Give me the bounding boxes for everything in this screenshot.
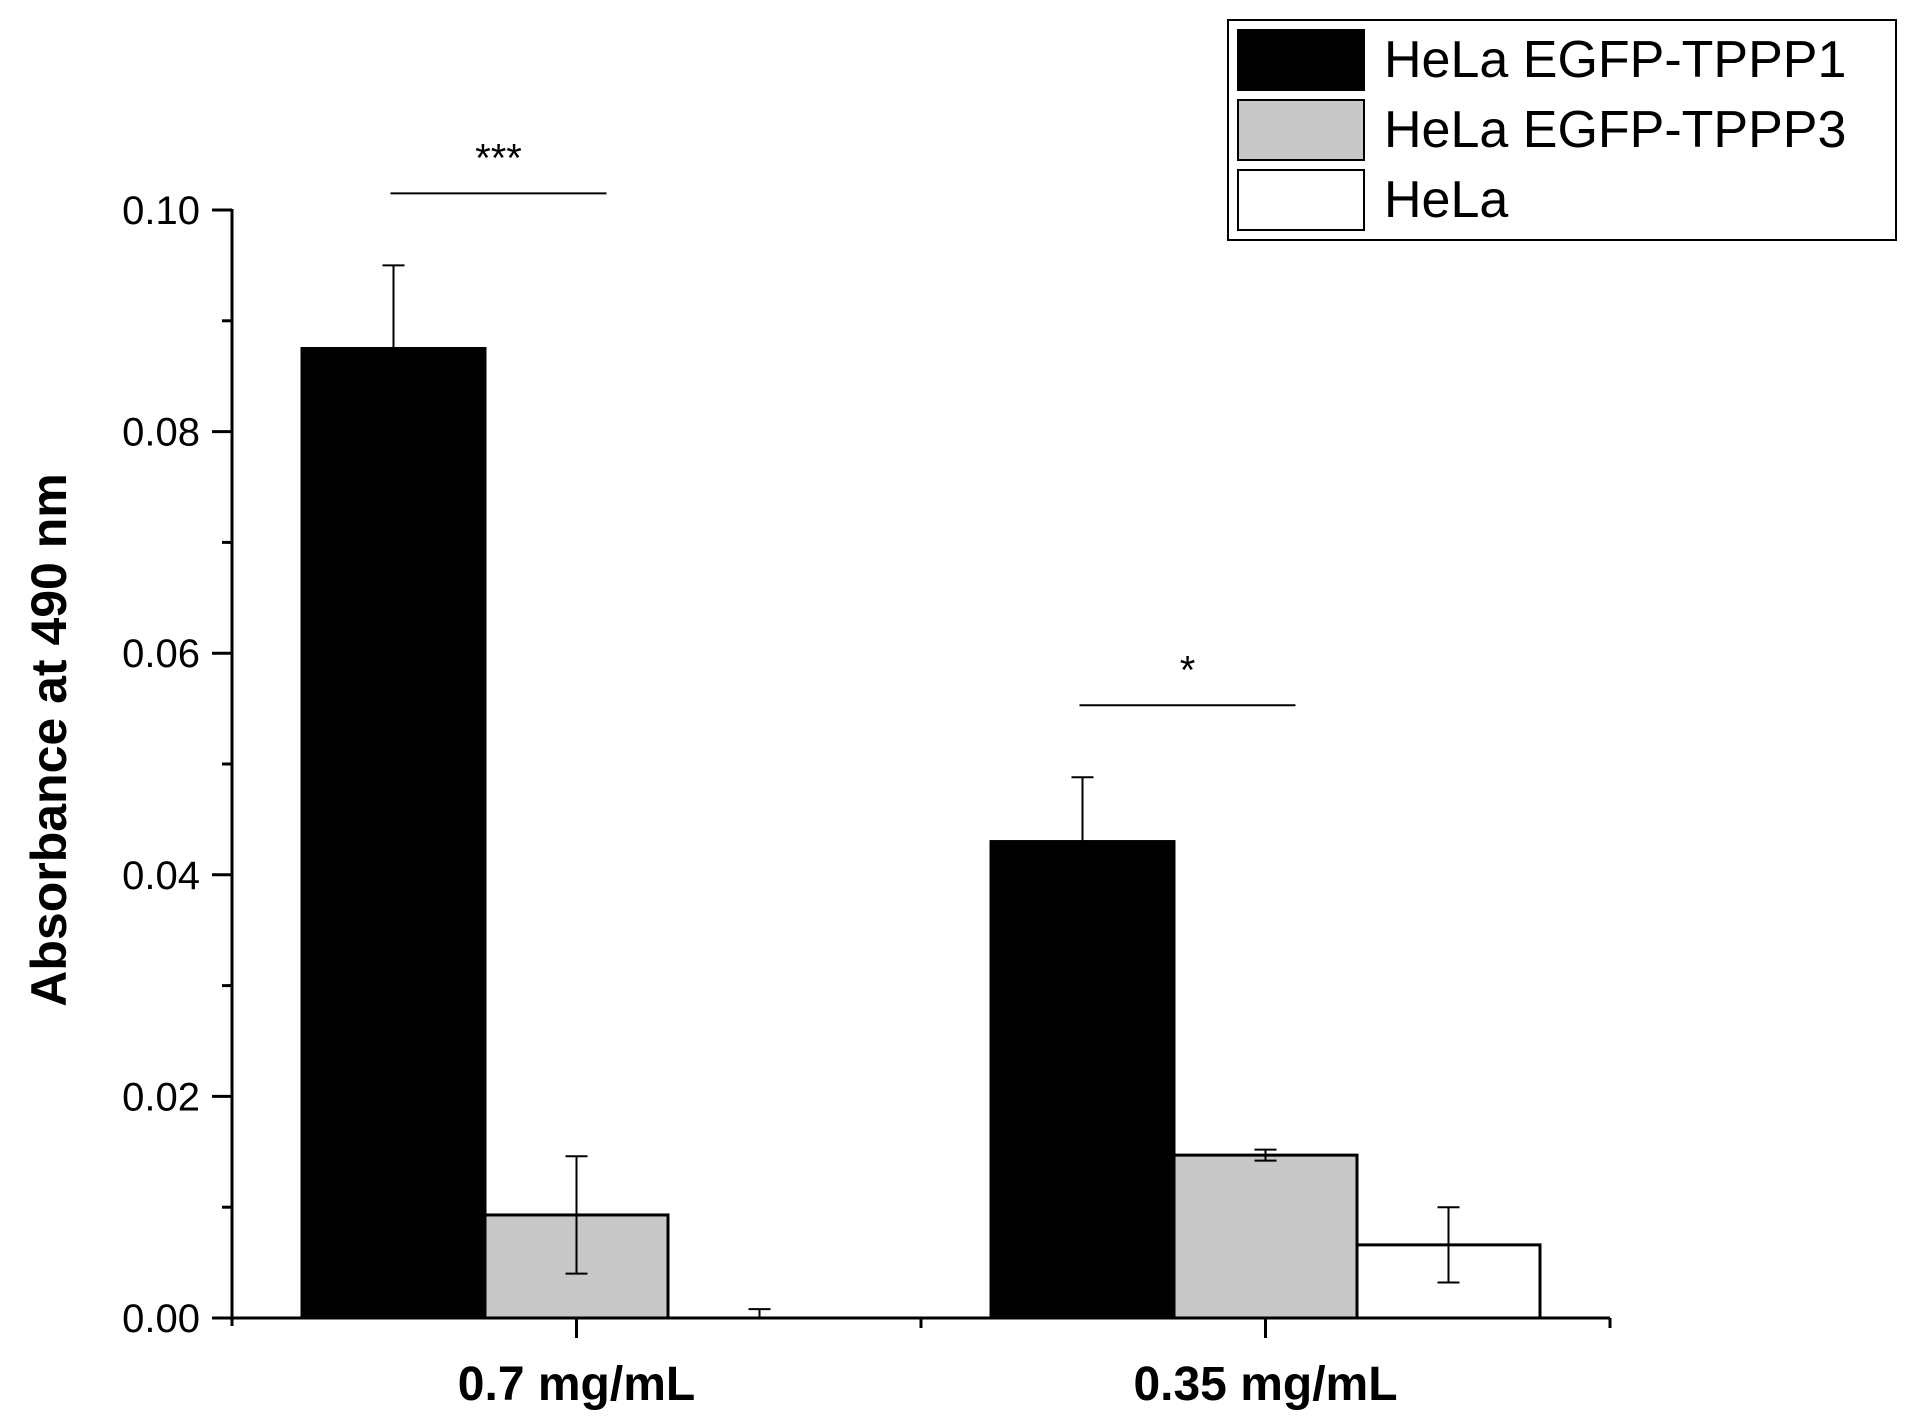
legend-swatch-tppp3 (1237, 99, 1365, 161)
y-tick-label: 0.04 (122, 854, 200, 898)
y-tick-label: 0.08 (122, 411, 200, 455)
y-axis-title: Absorbance at 490 nm (21, 473, 77, 1007)
bar (300, 347, 487, 1320)
y-tick-label: 0.06 (122, 632, 200, 676)
y-tick-label: 0.10 (122, 189, 200, 233)
y-tick-label: 0.00 (122, 1297, 200, 1341)
y-tick-label: 0.02 (122, 1075, 200, 1119)
legend-swatch-hela (1237, 169, 1365, 231)
significance-annotations: **** (390, 136, 1296, 707)
legend: HeLa EGFP-TPPP1 HeLa EGFP-TPPP3 HeLa (1227, 19, 1897, 241)
bars (300, 347, 1542, 1320)
legend-swatch-tppp1 (1237, 29, 1365, 91)
x-category-label: 0.7 mg/mL (458, 1358, 695, 1411)
x-ticks: 0.7 mg/mL 0.35 mg/mL (458, 1318, 1612, 1411)
y-ticks: 0.00 0.02 0.04 0.06 0.08 0.10 (122, 189, 232, 1341)
significance-marker: *** (475, 136, 522, 180)
x-category-label: 0.35 mg/mL (1133, 1358, 1397, 1411)
legend-label-tppp3: HeLa EGFP-TPPP3 (1384, 101, 1846, 159)
bar (1172, 1153, 1359, 1320)
significance-marker: * (1180, 648, 1196, 692)
legend-label-tppp1: HeLa EGFP-TPPP1 (1384, 31, 1846, 89)
error-bars (382, 264, 1460, 1319)
bar (989, 840, 1176, 1320)
legend-label-hela: HeLa (1384, 171, 1508, 229)
